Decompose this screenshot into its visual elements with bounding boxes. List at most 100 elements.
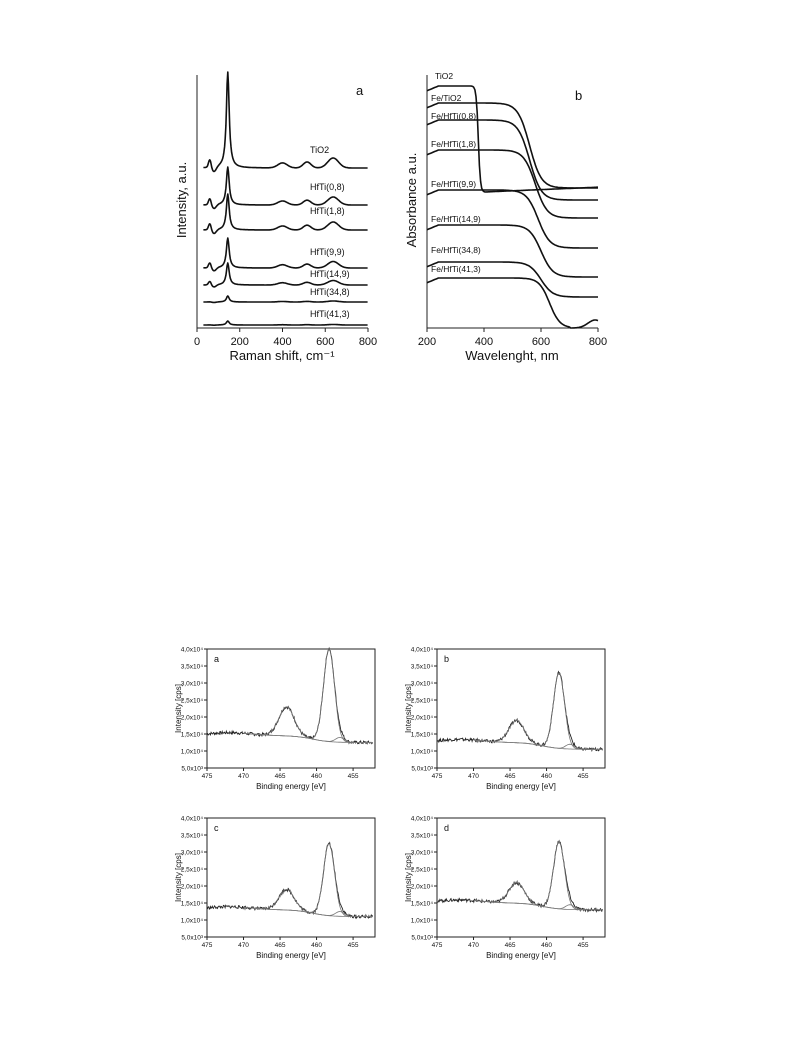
abs-series-label: Fe/TiO2 <box>431 93 462 103</box>
xps-x-label: Binding energy [eV] <box>486 951 556 960</box>
xps-fit-component <box>473 739 603 750</box>
xps-x-tick-label: 460 <box>311 773 322 780</box>
raman-series-label: HfTi(0,8) <box>310 182 345 192</box>
xps-frame <box>206 817 376 938</box>
xps-y-tick-label: 4,0x10⁴ <box>411 816 434 823</box>
xps-y-tick-label: 5,0x10³ <box>181 935 204 942</box>
abs-series-label: Fe/HfTi(9,9) <box>431 179 476 189</box>
raman-tick-label: 400 <box>273 336 291 348</box>
xps-x-tick-label: 470 <box>468 773 479 780</box>
abs-tick-label: 200 <box>418 336 436 348</box>
raman-traces <box>203 71 368 326</box>
absorbance-chart: 200 400 600 800 TiO2 Fe/TiO2 Fe/HfTi(0,8) Fe/H… <box>404 71 607 363</box>
xps-x-tick-label: 475 <box>202 773 213 780</box>
xps-y-tick-label: 1,5x10⁴ <box>181 732 204 739</box>
raman-tick-label: 0 <box>194 336 200 348</box>
raman-trace <box>203 166 368 210</box>
xps-y-tick-label: 2,5x10⁴ <box>411 867 434 874</box>
xps-panel-label: c <box>214 823 219 833</box>
xps-x-tick-label: 465 <box>505 942 516 949</box>
xps-fit-component <box>473 672 603 750</box>
xps-frame <box>206 648 376 769</box>
raman-series-label: HfTi(1,8) <box>310 206 345 216</box>
xps-y-tick-label: 3,5x10⁴ <box>181 833 204 840</box>
abs-series-label: Fe/HfTi(0,8) <box>431 111 476 121</box>
abs-series-label: TiO2 <box>435 71 453 81</box>
xps-x-tick-label: 470 <box>238 942 249 949</box>
xps-frame <box>436 817 606 938</box>
abs-tick-label: 800 <box>589 336 607 348</box>
xps-x-tick-label: 475 <box>432 942 443 949</box>
abs-traces <box>426 85 599 329</box>
raman-trace <box>203 320 368 326</box>
xps-x-tick-label: 455 <box>578 773 589 780</box>
raman-chart: 0 200 400 600 800 TiO2 HfTi(0,8) HfTi(1,8) HfTi… <box>174 71 377 363</box>
xps-y-tick-label: 2,0x10⁴ <box>411 715 434 722</box>
xps-y-tick-label: 3,0x10⁴ <box>181 681 204 688</box>
xps-x-tick-label: 465 <box>275 942 286 949</box>
xps-y-tick-label: 3,0x10⁴ <box>181 850 204 857</box>
raman-tick-label: 600 <box>316 336 334 348</box>
raman-series-label: HfTi(34,8) <box>310 287 350 297</box>
abs-series-label: Fe/HfTi(14,9) <box>431 214 481 224</box>
xps-x-tick-label: 460 <box>541 773 552 780</box>
abs-trace <box>426 102 598 189</box>
abs-x-label: Wavelenght, nm <box>465 348 558 363</box>
abs-trace <box>426 224 598 278</box>
xps-y-tick-label: 1,0x10⁴ <box>411 918 434 925</box>
abs-y-label: Absorbance a.u. <box>404 153 419 248</box>
raman-x-label: Raman shift, cm⁻¹ <box>229 348 335 363</box>
xps-fit-component <box>473 841 603 911</box>
raman-tick-label: 200 <box>231 336 249 348</box>
xps-y-tick-label: 2,5x10⁴ <box>181 867 204 874</box>
xps-spectrum <box>206 646 373 745</box>
raman-trace <box>203 193 368 235</box>
xps-y-tick-label: 2,0x10⁴ <box>181 715 204 722</box>
xps-fit-component <box>243 732 373 743</box>
xps-y-tick-label: 1,0x10⁴ <box>411 749 434 756</box>
xps-frame <box>436 648 606 769</box>
xps-y-tick-label: 4,0x10⁴ <box>181 647 204 654</box>
abs-x-ticks: 200 400 600 800 <box>418 328 607 348</box>
raman-tick-label: 800 <box>359 336 377 348</box>
raman-x-ticks: 0 200 400 600 800 <box>194 328 377 348</box>
raman-trace <box>203 262 368 288</box>
xps-panel: 5,0x10³ 1,0x10⁴ 1,5x10⁴ 2,0x10⁴ 2,5x10⁴ 3,0x1… <box>174 646 376 791</box>
abs-panel-label: b <box>575 88 582 103</box>
xps-fit-component <box>243 907 373 917</box>
xps-y-tick-label: 1,0x10⁴ <box>181 749 204 756</box>
xps-x-tick-label: 475 <box>432 773 443 780</box>
raman-series-label: HfTi(41,3) <box>310 309 350 319</box>
abs-series-label: Fe/HfTi(34,8) <box>431 245 481 255</box>
xps-fit-component <box>473 900 603 911</box>
xps-y-tick-label: 3,5x10⁴ <box>411 664 434 671</box>
abs-series-label: Fe/HfTi(41,3) <box>431 264 481 274</box>
xps-x-label: Binding energy [eV] <box>256 951 326 960</box>
xps-y-label: Intensity [cps] <box>404 853 413 902</box>
abs-series-label: Fe/HfTi(1,8) <box>431 139 476 149</box>
xps-y-tick-label: 1,5x10⁴ <box>181 901 204 908</box>
xps-y-tick-label: 4,0x10⁴ <box>181 816 204 823</box>
xps-spectrum <box>206 841 373 920</box>
abs-tick-label: 400 <box>475 336 493 348</box>
xps-y-label: Intensity [cps] <box>174 853 183 902</box>
abs-trace <box>426 119 598 201</box>
abs-tick-label: 600 <box>532 336 550 348</box>
raman-series-label: HfTi(9,9) <box>310 247 345 257</box>
xps-y-tick-label: 1,0x10⁴ <box>181 918 204 925</box>
xps-panel: 5,0x10³ 1,0x10⁴ 1,5x10⁴ 2,0x10⁴ 2,5x10⁴ 3,0x1… <box>174 816 376 960</box>
xps-y-tick-label: 5,0x10³ <box>411 935 434 942</box>
xps-y-tick-label: 1,5x10⁴ <box>411 901 434 908</box>
xps-x-tick-label: 465 <box>505 773 516 780</box>
xps-y-label: Intensity [cps] <box>404 684 413 733</box>
abs-trace <box>426 261 598 298</box>
xps-y-tick-label: 1,5x10⁴ <box>411 732 434 739</box>
xps-y-tick-label: 3,0x10⁴ <box>411 681 434 688</box>
xps-panel: 5,0x10³ 1,0x10⁴ 1,5x10⁴ 2,0x10⁴ 2,5x10⁴ 3,0x1… <box>404 816 606 960</box>
xps-spectrum <box>436 839 603 913</box>
xps-y-tick-label: 3,5x10⁴ <box>411 833 434 840</box>
xps-x-tick-label: 460 <box>311 942 322 949</box>
xps-y-tick-label: 5,0x10³ <box>181 766 204 773</box>
xps-panel-label: d <box>444 823 449 833</box>
